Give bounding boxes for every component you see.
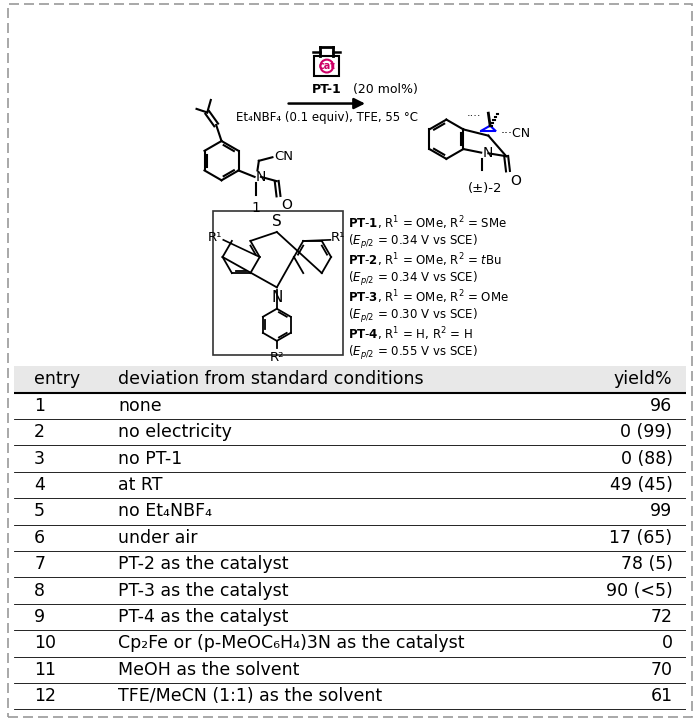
Text: 96: 96 <box>650 397 673 415</box>
Text: Et₄NBF₄ (0.1 equiv), TFE, 55 °C: Et₄NBF₄ (0.1 equiv), TFE, 55 °C <box>236 111 418 125</box>
Text: MeOH as the solvent: MeOH as the solvent <box>118 661 300 679</box>
Text: none: none <box>118 397 162 415</box>
Text: 0: 0 <box>662 634 673 653</box>
Text: 61: 61 <box>650 687 673 705</box>
Text: 10: 10 <box>34 634 56 653</box>
Text: deviation from standard conditions: deviation from standard conditions <box>118 371 423 389</box>
Text: 17 (65): 17 (65) <box>610 529 673 547</box>
Text: PT-4 as the catalyst: PT-4 as the catalyst <box>118 608 288 626</box>
Text: under air: under air <box>118 529 197 547</box>
Text: ····: ···· <box>467 111 482 121</box>
Text: TFE/MeCN (1:1) as the solvent: TFE/MeCN (1:1) as the solvent <box>118 687 382 705</box>
Text: $\mathbf{PT\text{-}4}$, R$^1$ = H, R$^2$ = H: $\mathbf{PT\text{-}4}$, R$^1$ = H, R$^2$… <box>348 325 473 343</box>
Text: 0 (88): 0 (88) <box>621 450 673 468</box>
Text: R²: R² <box>270 350 284 363</box>
Bar <box>314 56 340 76</box>
Circle shape <box>321 60 333 73</box>
Bar <box>14 366 686 393</box>
Text: 90 (<5): 90 (<5) <box>606 582 673 600</box>
Text: R¹: R¹ <box>331 231 346 244</box>
Text: 12: 12 <box>34 687 56 705</box>
Text: 1: 1 <box>34 397 46 415</box>
Text: 3: 3 <box>34 450 46 468</box>
Text: no Et₄NBF₄: no Et₄NBF₄ <box>118 503 212 521</box>
Text: 7: 7 <box>34 555 46 573</box>
Text: ($E_{p/2}$ = 0.34 V vs SCE): ($E_{p/2}$ = 0.34 V vs SCE) <box>348 270 478 288</box>
Text: N: N <box>483 146 493 159</box>
Text: yield%: yield% <box>614 371 673 389</box>
Text: 0 (99): 0 (99) <box>620 423 673 441</box>
Text: ···CN: ···CN <box>500 128 531 141</box>
Text: 1: 1 <box>252 201 261 215</box>
Text: N: N <box>271 290 283 305</box>
Text: at RT: at RT <box>118 476 162 494</box>
Text: cat: cat <box>318 61 335 71</box>
Text: 99: 99 <box>650 503 673 521</box>
Text: ($E_{p/2}$ = 0.34 V vs SCE): ($E_{p/2}$ = 0.34 V vs SCE) <box>348 233 478 251</box>
FancyBboxPatch shape <box>213 211 343 355</box>
Text: 9: 9 <box>34 608 46 626</box>
Text: R¹: R¹ <box>208 231 223 244</box>
Text: 70: 70 <box>650 661 673 679</box>
Text: 72: 72 <box>650 608 673 626</box>
Text: 78 (5): 78 (5) <box>621 555 673 573</box>
Text: $\mathbf{PT\text{-}3}$, R$^1$ = OMe, R$^2$ = OMe: $\mathbf{PT\text{-}3}$, R$^1$ = OMe, R$^… <box>348 288 509 306</box>
Text: 4: 4 <box>34 476 45 494</box>
Text: O: O <box>281 198 292 212</box>
Text: PT-3 as the catalyst: PT-3 as the catalyst <box>118 582 288 600</box>
Text: PT-2 as the catalyst: PT-2 as the catalyst <box>118 555 288 573</box>
Text: O: O <box>510 174 522 188</box>
Text: 2: 2 <box>34 423 46 441</box>
Text: (±)-2: (±)-2 <box>468 182 503 195</box>
Text: (20 mol%): (20 mol%) <box>349 83 418 96</box>
Text: ($E_{p/2}$ = 0.55 V vs SCE): ($E_{p/2}$ = 0.55 V vs SCE) <box>348 344 478 362</box>
Text: ($E_{p/2}$ = 0.30 V vs SCE): ($E_{p/2}$ = 0.30 V vs SCE) <box>348 307 478 325</box>
Text: no PT-1: no PT-1 <box>118 450 183 468</box>
Text: 11: 11 <box>34 661 56 679</box>
Text: 8: 8 <box>34 582 46 600</box>
Text: no electricity: no electricity <box>118 423 232 441</box>
Text: CN: CN <box>274 150 293 163</box>
Text: N: N <box>256 170 267 184</box>
Text: $\mathbf{PT\text{-}1}$, R$^1$ = OMe, R$^2$ = SMe: $\mathbf{PT\text{-}1}$, R$^1$ = OMe, R$^… <box>348 214 508 231</box>
Text: $\mathbf{PT\text{-}2}$, R$^1$ = OMe, R$^2$ = $t$Bu: $\mathbf{PT\text{-}2}$, R$^1$ = OMe, R$^… <box>348 252 502 269</box>
Text: S: S <box>272 214 281 229</box>
Text: PT-1: PT-1 <box>312 83 342 96</box>
Text: Cp₂Fe or (p-MeOC₆H₄)3N as the catalyst: Cp₂Fe or (p-MeOC₆H₄)3N as the catalyst <box>118 634 465 653</box>
Text: 6: 6 <box>34 529 46 547</box>
Text: entry: entry <box>34 371 80 389</box>
Text: 49 (45): 49 (45) <box>610 476 673 494</box>
Text: 5: 5 <box>34 503 46 521</box>
